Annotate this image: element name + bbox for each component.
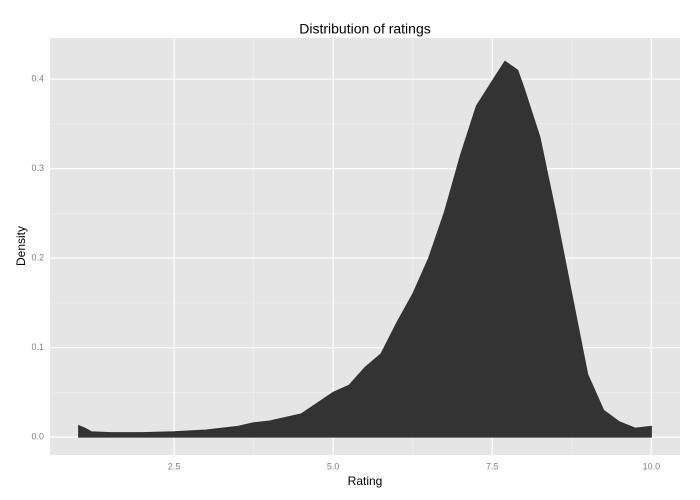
y-tick-label: 0.2 (31, 253, 44, 263)
x-tick-label: 10.0 (643, 461, 661, 471)
density-area (78, 60, 652, 438)
x-tick-label: 2.5 (168, 461, 181, 471)
y-tick-label: 0.0 (31, 431, 44, 441)
x-tick-label: 5.0 (327, 461, 340, 471)
chart-title: Distribution of ratings (299, 21, 431, 37)
y-axis-label: Density (14, 226, 28, 266)
y-tick-label: 0.4 (31, 74, 44, 84)
x-tick-label: 7.5 (486, 461, 499, 471)
x-axis-label: Rating (348, 474, 383, 488)
y-tick-label: 0.1 (31, 342, 44, 352)
y-tick-label: 0.3 (31, 163, 44, 173)
